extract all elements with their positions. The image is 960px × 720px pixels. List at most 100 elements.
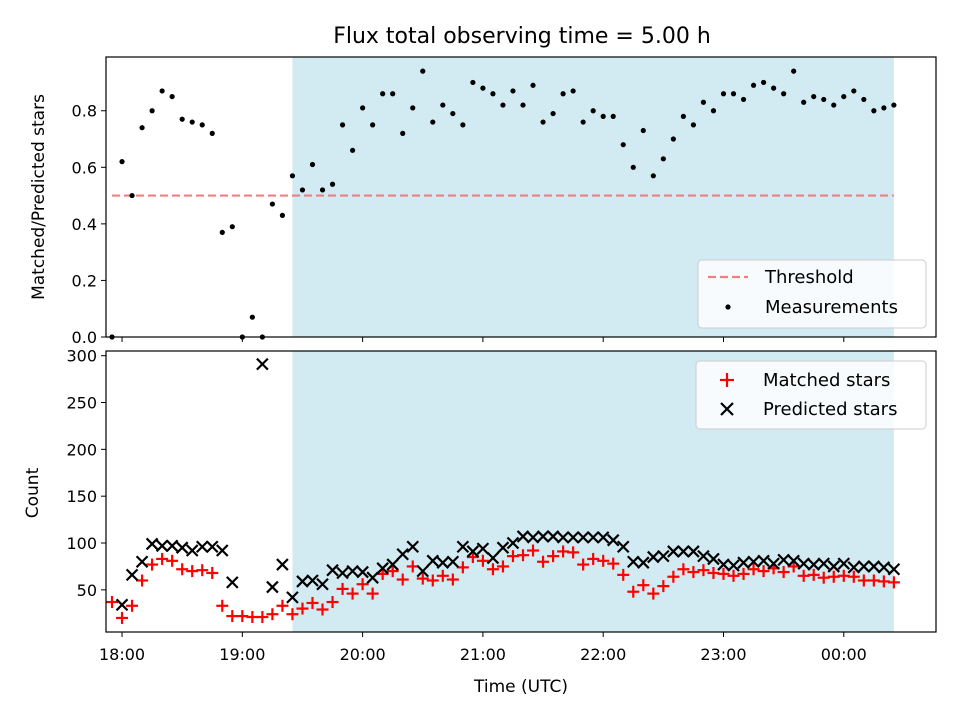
predicted-stars-point xyxy=(155,539,169,553)
measurement-point xyxy=(339,122,346,128)
count-y-tick-label: 250 xyxy=(66,394,97,413)
matched-stars-point xyxy=(807,568,820,581)
matched-stars-point xyxy=(747,563,760,576)
measurement-point xyxy=(249,314,255,320)
matched-stars-point xyxy=(336,582,349,595)
matched-stars-point xyxy=(627,585,640,598)
predicted-stars-point xyxy=(416,564,430,578)
measurement-point xyxy=(851,88,857,94)
measurement-point xyxy=(861,96,867,103)
count-y-tick-label: 200 xyxy=(66,440,97,459)
matched-stars-point xyxy=(637,579,650,592)
matched-stars-point xyxy=(426,574,439,587)
matched-stars-point xyxy=(166,554,179,567)
measurement-point xyxy=(129,192,135,199)
matched-stars-point xyxy=(547,550,560,563)
count-y-axis: 50 100 150 200 250 300 xyxy=(66,347,106,600)
measurement-point xyxy=(319,187,326,193)
ratio-plot-frame xyxy=(105,56,937,338)
predicted-stars-point xyxy=(476,542,490,555)
matched-stars-point xyxy=(206,566,219,579)
measurement-point xyxy=(490,91,496,97)
matched-stars-point xyxy=(817,571,830,584)
predicted-stars-point xyxy=(757,554,770,568)
chart-title: Flux total observing time = 5.00 h xyxy=(333,24,711,49)
matched-stars-point xyxy=(727,569,740,582)
measurement-point xyxy=(299,187,306,193)
matched-stars-point xyxy=(757,565,770,578)
predicted-stars-point xyxy=(657,549,670,563)
measurement-point xyxy=(650,173,656,179)
measurement-point xyxy=(390,91,396,97)
measurement-points xyxy=(109,68,897,340)
measurement-point xyxy=(380,91,386,97)
measurement-point xyxy=(279,212,286,218)
matched-stars-point xyxy=(476,554,489,567)
legend-predicted-swatch xyxy=(720,402,734,416)
matched-stars-point xyxy=(386,565,399,578)
measurement-point xyxy=(510,88,516,94)
predicted-stars-point xyxy=(596,531,610,544)
measurement-point xyxy=(169,93,175,100)
predicted-stars-point xyxy=(606,533,620,547)
measurement-point xyxy=(590,108,596,114)
measurement-point xyxy=(360,105,366,111)
measurement-point xyxy=(219,229,225,235)
predicted-stars-point xyxy=(256,357,269,371)
measurement-point xyxy=(600,113,606,119)
predicted-stars-point xyxy=(125,568,139,582)
predicted-stars-point xyxy=(586,531,600,544)
matched-stars-point xyxy=(346,587,359,600)
predicted-stars-point xyxy=(496,541,510,554)
matched-stars-point xyxy=(587,552,600,565)
predicted-stars-point xyxy=(346,564,359,578)
predicted-stars-point xyxy=(647,550,660,564)
predicted-stars-point xyxy=(556,531,570,544)
x-tick-label: 20:00 xyxy=(340,645,386,664)
predicted-stars-points xyxy=(115,357,901,612)
predicted-stars-point xyxy=(807,558,820,571)
measurement-point xyxy=(630,164,636,170)
matched-stars-point xyxy=(226,610,239,623)
count-y-tick-label: 300 xyxy=(66,347,97,366)
matched-stars-point xyxy=(657,580,670,593)
measurement-point xyxy=(289,173,296,179)
matched-stars-point xyxy=(506,550,519,563)
count-x-axis: 18:00 19:00 20:00 21:00 22:00 23:00 00:00 xyxy=(99,632,867,664)
matched-stars-point xyxy=(246,611,259,624)
predicted-stars-point xyxy=(296,575,309,588)
measurement-point xyxy=(470,79,476,86)
measurement-point xyxy=(119,159,125,165)
matched-stars-point xyxy=(717,567,730,580)
predicted-stars-point xyxy=(115,598,129,612)
measurement-point xyxy=(791,68,797,74)
matched-stars-point xyxy=(597,554,610,567)
measurement-point xyxy=(480,85,486,91)
measurement-point xyxy=(229,224,235,230)
ratio-legend: Threshold Measurements xyxy=(697,259,927,329)
measurement-point xyxy=(540,119,546,125)
ratio-y-tick-label: 0.0 xyxy=(72,328,97,347)
measurement-point xyxy=(159,88,165,94)
count-plot-frame xyxy=(105,350,937,633)
matched-stars-point xyxy=(837,569,850,582)
ratio-y-tick-label: 0.6 xyxy=(72,158,97,177)
matched-stars-point xyxy=(116,611,129,624)
measurement-point xyxy=(690,122,697,128)
legend-matched-swatch xyxy=(720,373,734,387)
measurement-point xyxy=(139,125,145,131)
matched-stars-point xyxy=(517,549,530,562)
predicted-stars-point xyxy=(827,560,841,573)
ratio-x-ticks xyxy=(121,337,845,342)
count-y-tick-label: 50 xyxy=(77,581,97,600)
legend-measurements-label: Measurements xyxy=(765,297,898,318)
predicted-stars-point xyxy=(546,530,560,543)
measurement-point xyxy=(720,91,727,97)
legend-measurements-swatch xyxy=(725,304,731,310)
measurement-point xyxy=(179,116,185,122)
predicted-stars-point xyxy=(536,530,550,543)
x-tick-label: 23:00 xyxy=(700,645,746,664)
matched-stars-point xyxy=(126,599,139,612)
matched-stars-point xyxy=(446,573,459,586)
matched-stars-point xyxy=(216,599,229,612)
